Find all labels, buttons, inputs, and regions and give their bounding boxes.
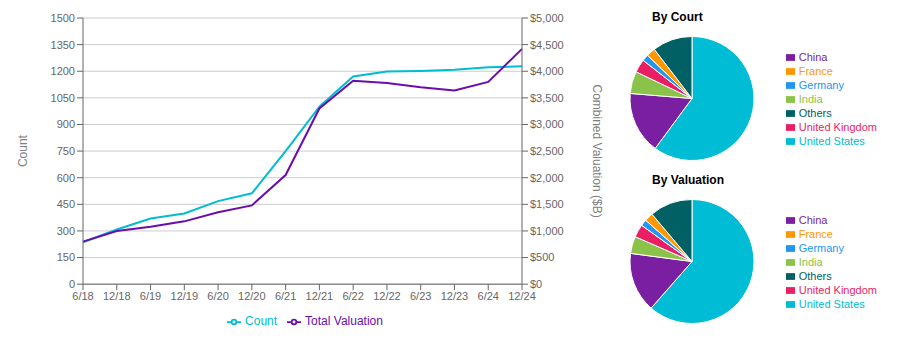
svg-text:12/21: 12/21 bbox=[306, 290, 334, 302]
html-text:China: China bbox=[798, 50, 828, 63]
svg-text:6/20: 6/20 bbox=[207, 290, 228, 302]
html-text:France: France bbox=[798, 64, 833, 77]
html-text:Count: Count bbox=[245, 314, 278, 329]
html-text:India: India bbox=[798, 255, 823, 268]
svg-text:900: 900 bbox=[57, 118, 75, 130]
svg-text:6/19: 6/19 bbox=[140, 290, 161, 302]
svg-text:1050: 1050 bbox=[51, 92, 75, 104]
html-text:Total Valuation: Total Valuation bbox=[305, 314, 383, 329]
svg-text:300: 300 bbox=[57, 225, 75, 237]
html-text:Others: Others bbox=[798, 269, 832, 282]
html-text:Germany: Germany bbox=[798, 78, 844, 91]
html-text:India: India bbox=[798, 92, 823, 105]
html-text:United States: United States bbox=[798, 297, 865, 310]
svg-text:450: 450 bbox=[57, 198, 75, 210]
html-text:Others: Others bbox=[798, 106, 832, 119]
html-text:By Court: By Court bbox=[652, 10, 703, 24]
svg-text:12/22: 12/22 bbox=[373, 290, 401, 302]
svg-text:Combined Valuation ($B): Combined Valuation ($B) bbox=[590, 84, 604, 217]
svg-text:$4,000: $4,000 bbox=[530, 65, 564, 77]
svg-text:6/18: 6/18 bbox=[72, 290, 93, 302]
svg-text:12/24: 12/24 bbox=[508, 290, 536, 302]
svg-text:12/23: 12/23 bbox=[441, 290, 469, 302]
svg-text:1500: 1500 bbox=[51, 12, 75, 24]
svg-text:$4,500: $4,500 bbox=[530, 39, 564, 51]
svg-text:$3,000: $3,000 bbox=[530, 118, 564, 130]
svg-text:1350: 1350 bbox=[51, 39, 75, 51]
html-text:Germany: Germany bbox=[798, 241, 844, 254]
svg-text:750: 750 bbox=[57, 145, 75, 157]
svg-text:$500: $500 bbox=[530, 251, 554, 263]
svg-text:$2,000: $2,000 bbox=[530, 172, 564, 184]
html-text:China: China bbox=[798, 213, 828, 226]
svg-text:0: 0 bbox=[69, 278, 75, 290]
svg-text:$1,500: $1,500 bbox=[530, 198, 564, 210]
svg-text:6/24: 6/24 bbox=[478, 290, 499, 302]
svg-text:1200: 1200 bbox=[51, 65, 75, 77]
html-text:France: France bbox=[798, 227, 833, 240]
svg-text:150: 150 bbox=[57, 251, 75, 263]
svg-text:$1,000: $1,000 bbox=[530, 225, 564, 237]
svg-text:6/22: 6/22 bbox=[342, 290, 363, 302]
html-text:United Kingdom: United Kingdom bbox=[798, 120, 877, 133]
html-text:United Kingdom: United Kingdom bbox=[798, 283, 877, 296]
svg-text:$2,500: $2,500 bbox=[530, 145, 564, 157]
svg-text:Count: Count bbox=[16, 134, 30, 167]
svg-text:$0: $0 bbox=[530, 278, 542, 290]
html-text:By Valuation: By Valuation bbox=[652, 173, 724, 187]
svg-text:12/19: 12/19 bbox=[171, 290, 199, 302]
html-text:United States: United States bbox=[798, 134, 865, 147]
svg-text:6/23: 6/23 bbox=[410, 290, 431, 302]
svg-text:$3,500: $3,500 bbox=[530, 92, 564, 104]
svg-text:$5,000: $5,000 bbox=[530, 12, 564, 24]
svg-text:12/20: 12/20 bbox=[238, 290, 266, 302]
svg-text:12/18: 12/18 bbox=[103, 290, 131, 302]
svg-text:600: 600 bbox=[57, 172, 75, 184]
svg-text:6/21: 6/21 bbox=[275, 290, 296, 302]
